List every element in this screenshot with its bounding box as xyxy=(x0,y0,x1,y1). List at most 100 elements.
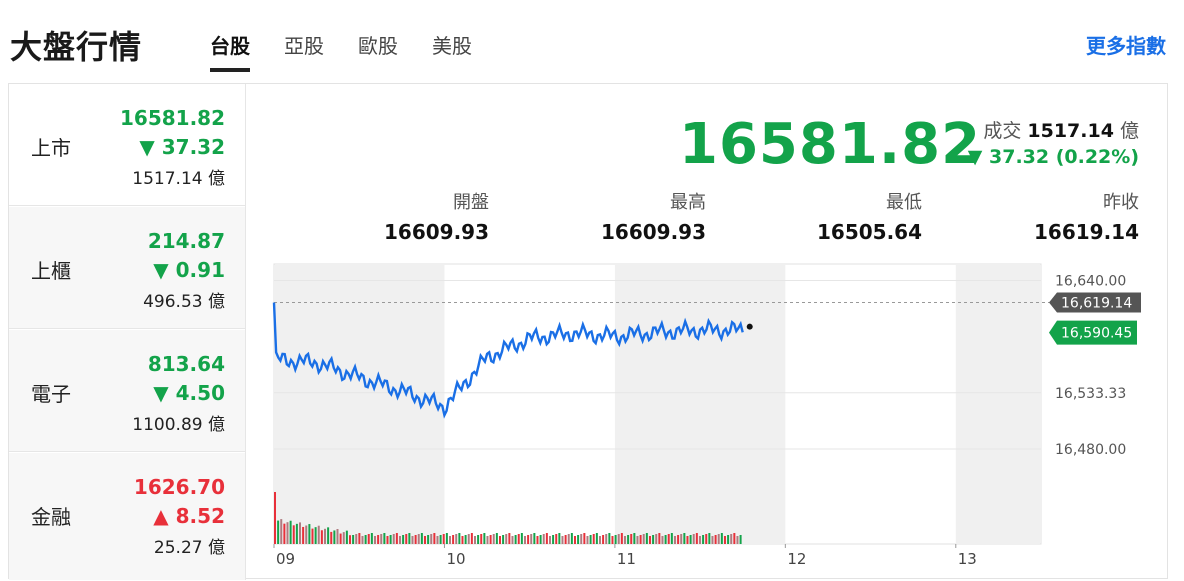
volume-bar xyxy=(283,523,286,544)
volume-bar xyxy=(489,535,492,544)
volume-bar xyxy=(495,533,498,544)
market-sidebar: 上市 16581.82 ▼ 37.32 1517.14 億 上櫃 214.87 … xyxy=(9,84,245,580)
tab-taiwan[interactable]: 台股 xyxy=(210,30,250,72)
volume-bar xyxy=(545,533,548,544)
volume-bar xyxy=(348,535,351,544)
volume-bar xyxy=(536,536,539,544)
volume-bar xyxy=(355,534,358,544)
volume-bar xyxy=(414,535,417,544)
volume-bar xyxy=(642,534,645,544)
volume-bar xyxy=(445,533,448,544)
tab-europe[interactable]: 歐股 xyxy=(358,34,398,58)
volume-bar xyxy=(311,528,314,544)
volume-bar xyxy=(439,535,442,544)
market-volume: 496.53 億 xyxy=(143,292,225,312)
volume-bar xyxy=(377,535,380,544)
volume-bar xyxy=(352,535,355,544)
volume-bar xyxy=(336,529,339,544)
sidebar-item-listed[interactable]: 上市 16581.82 ▼ 37.32 1517.14 億 xyxy=(9,84,245,206)
volume-bar xyxy=(448,536,451,544)
y-tick-label: 16,533.33 xyxy=(1055,386,1126,402)
volume-bar xyxy=(720,533,723,544)
volume-bar xyxy=(667,534,670,544)
volume-bar xyxy=(692,534,695,544)
volume-bar xyxy=(461,536,464,544)
page-title: 大盤行情 xyxy=(10,28,143,66)
volume-bar xyxy=(583,533,586,544)
volume-bar xyxy=(280,519,283,544)
stat-high: 最高 16609.93 xyxy=(600,192,706,244)
sidebar-item-otc[interactable]: 上櫃 214.87 ▼ 0.91 496.53 億 xyxy=(9,207,245,329)
market-volume: 1100.89 億 xyxy=(132,415,225,435)
volume-bar xyxy=(298,522,301,544)
volume-bar xyxy=(477,535,480,544)
volume-bar xyxy=(702,535,705,544)
volume-bar xyxy=(302,526,305,544)
volume-bar xyxy=(602,535,605,544)
volume-bar xyxy=(595,533,598,544)
volume-bar xyxy=(386,536,389,544)
session-band-2 xyxy=(955,265,1041,543)
volume-bar xyxy=(517,534,520,544)
volume-bar xyxy=(367,534,370,544)
volume-bar xyxy=(436,536,439,544)
volume-bar xyxy=(452,535,455,544)
volume-bar xyxy=(695,533,698,544)
intraday-chart[interactable]: 16,640.00 16,533.33 16,480.00 16,619.14 16,5… xyxy=(9,84,1167,578)
volume-bar xyxy=(689,535,692,544)
tab-asia[interactable]: 亞股 xyxy=(284,34,324,58)
volume-bar xyxy=(392,534,395,544)
volume-bar xyxy=(617,534,620,544)
volume-bar xyxy=(552,535,555,544)
volume-bar xyxy=(317,525,320,544)
volume-bar xyxy=(658,533,661,544)
volume-bar xyxy=(455,534,458,544)
volume-bar xyxy=(698,536,701,544)
volume-bar xyxy=(627,535,630,544)
volume-bar xyxy=(561,536,564,544)
volume-bar xyxy=(433,533,436,544)
market-price: 214.87 xyxy=(147,229,225,253)
stat-low: 最低 16505.64 xyxy=(816,192,922,244)
volume-bar xyxy=(680,534,683,544)
volume-bar xyxy=(664,535,667,544)
volume-bar xyxy=(652,535,655,544)
sidebar-item-electronics[interactable]: 電子 813.64 ▼ 4.50 1100.89 億 xyxy=(9,330,245,452)
volume-bar xyxy=(645,533,648,544)
more-indices-link[interactable]: 更多指數 xyxy=(1086,34,1166,58)
volume-bar xyxy=(677,535,680,544)
market-panel: 上市 16581.82 ▼ 37.32 1517.14 億 上櫃 214.87 … xyxy=(8,83,1168,580)
tab-us[interactable]: 美股 xyxy=(432,34,472,58)
volume-bar xyxy=(470,533,473,544)
volume-bar xyxy=(408,533,411,544)
market-price: 1626.70 xyxy=(133,475,225,499)
volume-bar xyxy=(405,534,408,544)
volume-bar xyxy=(580,534,583,544)
market-change: ▼ 0.91 xyxy=(153,258,225,282)
volume-bar xyxy=(502,535,505,544)
volume-bar xyxy=(342,532,345,544)
header: 大盤行情 台股 亞股 歐股 美股 更多指數 xyxy=(0,0,1184,84)
volume-bar xyxy=(411,536,414,544)
volume-bar xyxy=(364,535,367,544)
volume-bar xyxy=(736,536,739,544)
volume-bar xyxy=(473,536,476,544)
volume-bar xyxy=(605,534,608,544)
volume-bar xyxy=(286,522,289,544)
market-name: 上市 xyxy=(31,136,71,160)
x-tick-label: 10 xyxy=(446,550,465,568)
volume-bar xyxy=(548,536,551,544)
volume-bar xyxy=(739,535,742,544)
volume-bar xyxy=(427,535,430,544)
sidebar-item-finance[interactable]: 金融 1626.70 ▲ 8.52 25.27 億 xyxy=(9,453,245,580)
volume-bar xyxy=(533,533,536,544)
volume-bar xyxy=(430,534,433,544)
volume-bar xyxy=(573,536,576,544)
volume-bar xyxy=(567,534,570,544)
session-band-0 xyxy=(274,265,445,543)
volume-bar xyxy=(730,534,733,544)
volume-bar xyxy=(380,534,383,544)
market-tabs: 台股 亞股 歐股 美股 xyxy=(210,30,506,72)
volume-bar xyxy=(655,534,658,544)
market-price: 813.64 xyxy=(147,352,225,376)
